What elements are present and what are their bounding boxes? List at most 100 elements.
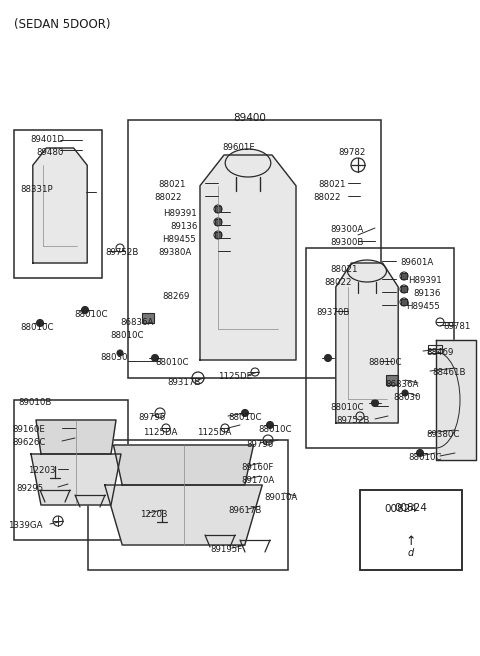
Bar	[401, 286, 407, 292]
Text: 00824: 00824	[384, 504, 417, 514]
Polygon shape	[436, 340, 476, 460]
Text: 89400: 89400	[233, 113, 266, 123]
Bar	[360, 490, 462, 570]
Text: 88022: 88022	[324, 278, 351, 287]
Text: 89796: 89796	[138, 413, 165, 422]
Text: 88010C: 88010C	[74, 310, 108, 319]
Text: H89455: H89455	[162, 235, 196, 244]
Text: 89782: 89782	[338, 148, 365, 157]
Text: 89480: 89480	[36, 148, 63, 157]
Circle shape	[372, 400, 379, 407]
Bar	[128, 120, 381, 378]
Bar	[14, 400, 128, 540]
Bar	[215, 232, 221, 238]
Bar	[215, 219, 221, 225]
Text: 86836A: 86836A	[385, 380, 419, 389]
Text: 89752B: 89752B	[105, 248, 138, 257]
Text: 88021: 88021	[158, 180, 185, 189]
Text: 89401D: 89401D	[30, 135, 64, 144]
Text: 88010C: 88010C	[110, 331, 144, 340]
Text: 89752B: 89752B	[336, 416, 370, 425]
Text: 88022: 88022	[313, 193, 340, 202]
Bar	[386, 375, 398, 385]
Bar	[360, 490, 462, 570]
Text: 89170A: 89170A	[241, 476, 274, 485]
Polygon shape	[105, 485, 262, 545]
Circle shape	[117, 350, 123, 356]
Text: 88010C: 88010C	[330, 403, 363, 412]
Text: 88010C: 88010C	[408, 453, 442, 462]
Text: 89380C: 89380C	[426, 430, 459, 439]
Text: 88461B: 88461B	[432, 368, 466, 377]
Text: 1125DE: 1125DE	[218, 372, 252, 381]
Text: 89317B: 89317B	[167, 378, 200, 387]
Text: 89295: 89295	[16, 484, 43, 493]
Polygon shape	[113, 445, 253, 485]
Text: 88021: 88021	[330, 265, 358, 274]
Text: 1125DA: 1125DA	[143, 428, 178, 437]
Text: 89300A: 89300A	[330, 225, 363, 234]
Text: d: d	[408, 548, 414, 558]
Text: 88331P: 88331P	[20, 185, 53, 194]
Text: H89455: H89455	[406, 302, 440, 311]
Text: 86836A: 86836A	[120, 318, 154, 327]
Circle shape	[241, 409, 249, 417]
Text: 89370B: 89370B	[316, 308, 349, 317]
Text: 12203: 12203	[28, 466, 56, 475]
Circle shape	[152, 354, 158, 361]
Ellipse shape	[225, 149, 271, 177]
Text: 89300B: 89300B	[330, 238, 363, 247]
Text: 88022: 88022	[154, 193, 181, 202]
Text: 89601E: 89601E	[222, 143, 255, 152]
Bar	[428, 345, 442, 353]
Circle shape	[417, 449, 423, 457]
Circle shape	[266, 422, 274, 428]
Text: 12203: 12203	[140, 510, 168, 519]
Polygon shape	[336, 263, 398, 423]
Polygon shape	[31, 454, 121, 505]
Text: 89617B: 89617B	[228, 506, 262, 515]
Text: (SEDAN 5DOOR): (SEDAN 5DOOR)	[14, 18, 110, 31]
Text: 88010C: 88010C	[228, 413, 262, 422]
Text: 89781: 89781	[443, 322, 470, 331]
Bar	[215, 206, 221, 212]
Text: 88010C: 88010C	[258, 425, 291, 434]
Text: 88010C: 88010C	[368, 358, 401, 367]
Polygon shape	[33, 148, 87, 263]
Circle shape	[324, 354, 332, 361]
Text: 89136: 89136	[170, 222, 197, 231]
Text: 89010B: 89010B	[18, 398, 51, 407]
Text: 89010A: 89010A	[264, 493, 297, 502]
Circle shape	[82, 306, 88, 314]
Text: 1339GA: 1339GA	[8, 521, 43, 530]
Bar	[14, 130, 102, 278]
Text: 89160F: 89160F	[241, 463, 274, 472]
Text: 88010C: 88010C	[20, 323, 53, 332]
Bar	[306, 248, 454, 448]
Text: 88469: 88469	[426, 348, 454, 357]
Bar	[401, 273, 407, 279]
Text: H89391: H89391	[408, 276, 442, 285]
Text: H89391: H89391	[163, 209, 197, 218]
Text: 89380A: 89380A	[158, 248, 191, 257]
Bar	[401, 299, 407, 305]
Ellipse shape	[348, 260, 386, 282]
Polygon shape	[36, 420, 116, 454]
Bar	[142, 313, 154, 323]
Text: 89601A: 89601A	[400, 258, 433, 267]
Text: 88021: 88021	[318, 180, 346, 189]
Circle shape	[36, 319, 44, 327]
Bar	[88, 440, 288, 570]
Text: 89195F: 89195F	[210, 545, 242, 554]
Text: 00824: 00824	[395, 503, 427, 513]
Text: 89626C: 89626C	[12, 438, 46, 447]
Text: 88010C: 88010C	[155, 358, 189, 367]
Text: 1125DA: 1125DA	[197, 428, 231, 437]
Text: 89796: 89796	[246, 440, 273, 449]
Text: ↑: ↑	[406, 535, 416, 548]
Circle shape	[402, 390, 408, 396]
Text: 89136: 89136	[413, 289, 440, 298]
Text: 88030: 88030	[100, 353, 128, 362]
Text: 88269: 88269	[162, 292, 190, 301]
Text: 88030: 88030	[393, 393, 420, 402]
